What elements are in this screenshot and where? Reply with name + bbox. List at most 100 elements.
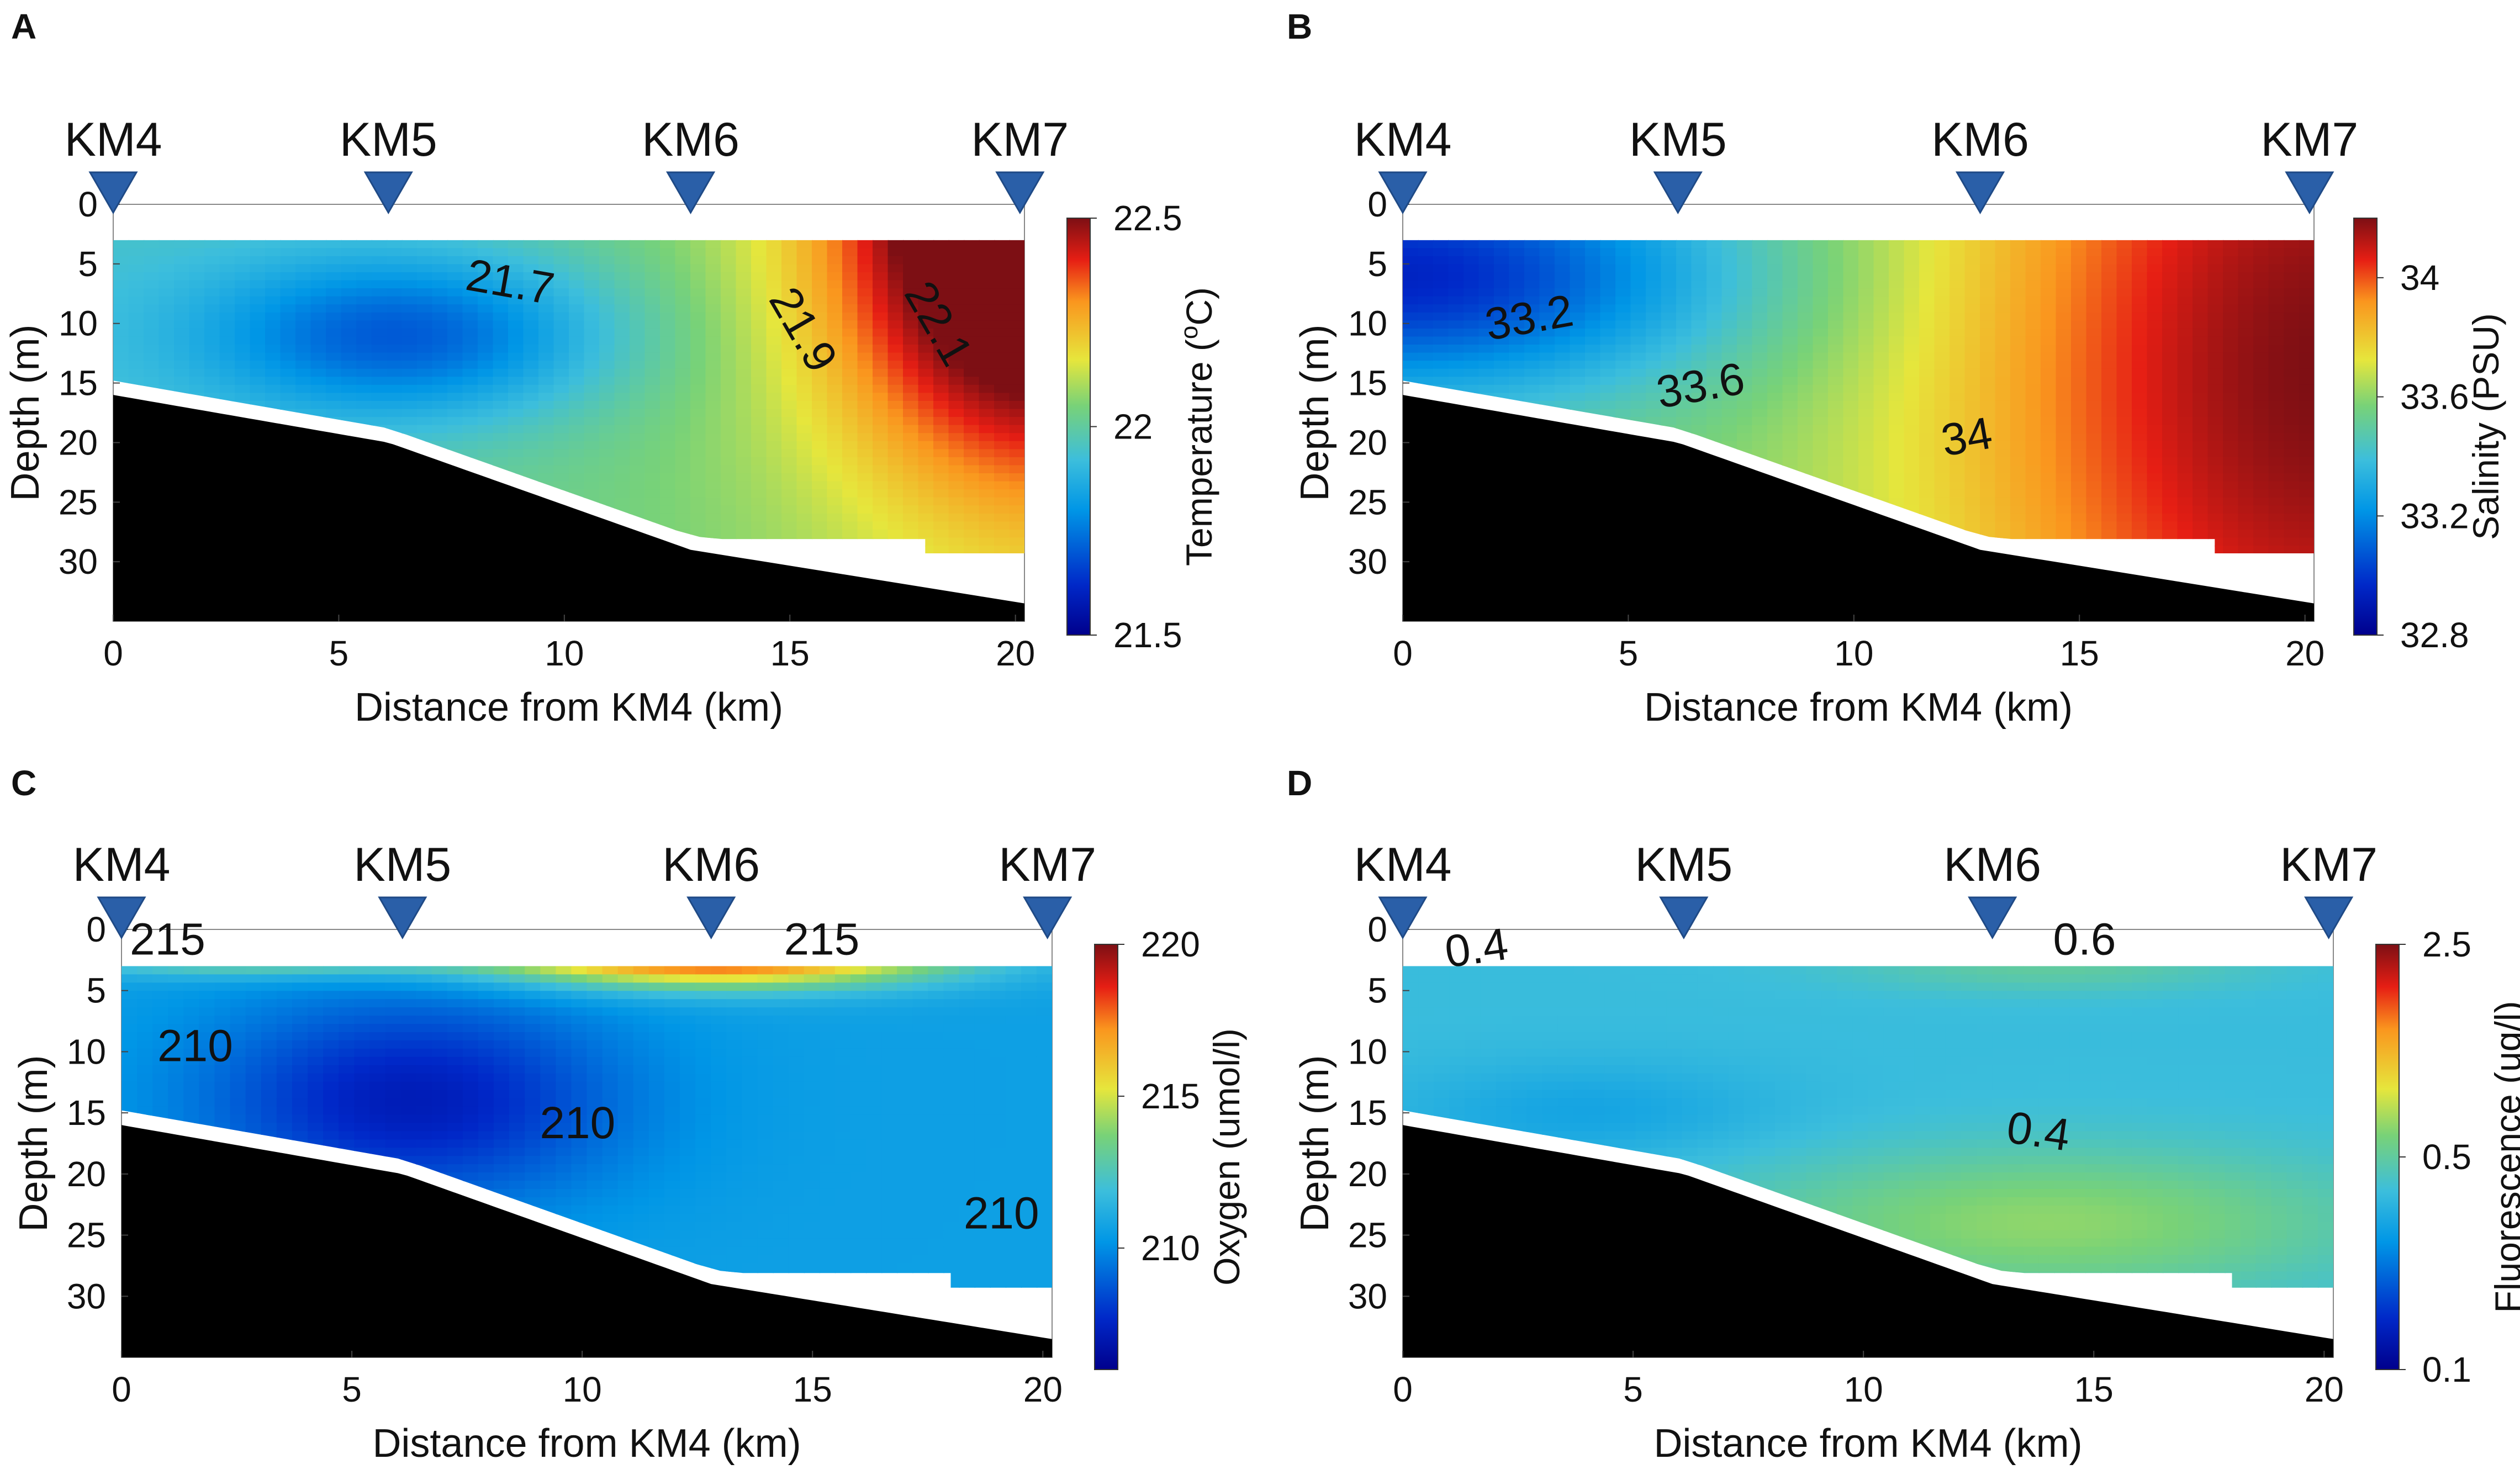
field-cell — [523, 345, 540, 354]
field-cell — [2193, 481, 2209, 490]
field-cell — [903, 513, 919, 522]
field-cell — [964, 345, 980, 354]
field-cell — [812, 280, 828, 289]
field-cell — [2223, 328, 2239, 337]
field-cell — [1009, 393, 1024, 402]
field-cell — [2056, 457, 2072, 466]
field-cell — [675, 345, 691, 354]
field-cell — [326, 288, 342, 298]
field-cell — [538, 393, 554, 402]
field-cell — [1964, 473, 1981, 483]
field-cell — [2025, 473, 2042, 483]
field-cell — [644, 393, 661, 402]
field-cell — [721, 481, 737, 490]
field-cell — [310, 240, 327, 249]
field-cell — [1691, 264, 1708, 273]
field-cell — [1950, 361, 1966, 370]
field-cell — [903, 328, 919, 337]
field-cell — [2207, 312, 2224, 321]
field-cell — [1964, 417, 1981, 426]
field-cell — [523, 441, 540, 450]
field-cell — [736, 368, 752, 378]
field-cell — [493, 256, 509, 265]
field-cell — [2207, 473, 2224, 483]
field-cell — [675, 457, 691, 466]
field-cell — [964, 449, 980, 458]
field-cell — [2238, 312, 2254, 321]
field-cell — [827, 521, 843, 531]
field-cell — [1980, 288, 1996, 298]
field-cell — [2177, 400, 2194, 410]
field-cell — [2207, 457, 2224, 466]
field-cell — [2268, 240, 2285, 249]
field-cell — [964, 336, 980, 346]
field-cell — [265, 384, 281, 394]
field-cell — [705, 529, 722, 538]
field-cell — [387, 256, 403, 265]
field-cell — [903, 433, 919, 442]
field-cell — [857, 505, 874, 515]
field-cell — [964, 521, 980, 531]
field-cell — [1950, 481, 1966, 490]
field-cell — [766, 433, 783, 442]
field-cell — [979, 400, 995, 410]
field-cell — [827, 248, 843, 257]
field-cell — [1646, 409, 1662, 418]
field-cell — [796, 304, 813, 314]
field-cell — [569, 312, 585, 321]
field-cell — [690, 400, 706, 410]
field-cell — [1964, 521, 1981, 531]
field-cell — [1767, 328, 1783, 337]
field-cell — [1858, 384, 1874, 394]
station-label: KM7 — [971, 113, 1069, 166]
field-cell — [887, 264, 904, 273]
field-cell — [614, 425, 631, 434]
field-cell — [2132, 465, 2148, 474]
field-cell — [1721, 433, 1738, 442]
field-cell — [128, 345, 145, 354]
field-cell — [2223, 417, 2239, 426]
field-cell — [447, 336, 463, 346]
y-tick-label: 30 — [59, 542, 98, 582]
field-cell — [1555, 288, 1571, 298]
field-cell — [2299, 280, 2314, 289]
field-cell — [2268, 521, 2285, 531]
y-tick-label: 25 — [1348, 482, 1387, 522]
field-cell — [1752, 248, 1768, 257]
field-cell — [219, 240, 236, 249]
field-cell — [948, 377, 965, 386]
field-cell — [644, 449, 661, 458]
field-cell — [1539, 361, 1556, 370]
field-cell — [1600, 361, 1616, 370]
field-cell — [280, 345, 297, 354]
field-cell — [2284, 288, 2300, 298]
field-cell — [1873, 240, 1890, 249]
field-cell — [1752, 280, 1768, 289]
field-cell — [371, 361, 388, 370]
field-cell — [1009, 537, 1024, 547]
field-cell — [948, 393, 965, 402]
field-cell — [1828, 272, 1844, 282]
field-cell — [417, 377, 433, 386]
field-cell — [2132, 481, 2148, 490]
field-cell — [1798, 457, 1814, 466]
field-cell — [478, 280, 494, 289]
field-cell — [219, 377, 236, 386]
field-cell — [113, 345, 129, 354]
field-cell — [189, 352, 205, 362]
field-cell — [721, 384, 737, 394]
field-cell — [1707, 433, 1723, 442]
field-cell — [2025, 264, 2042, 273]
field-cell — [796, 312, 813, 321]
field-cell — [1767, 288, 1783, 298]
field-cell — [2284, 505, 2300, 515]
field-cell — [538, 256, 554, 265]
field-cell — [121, 1090, 138, 1100]
field-cell — [1889, 264, 1905, 273]
field-cell — [113, 361, 129, 370]
field-cell — [144, 361, 160, 370]
field-cell — [417, 328, 433, 337]
field-cell — [1858, 280, 1874, 289]
field-cell — [1813, 449, 1829, 458]
field-cell — [1752, 384, 1768, 394]
